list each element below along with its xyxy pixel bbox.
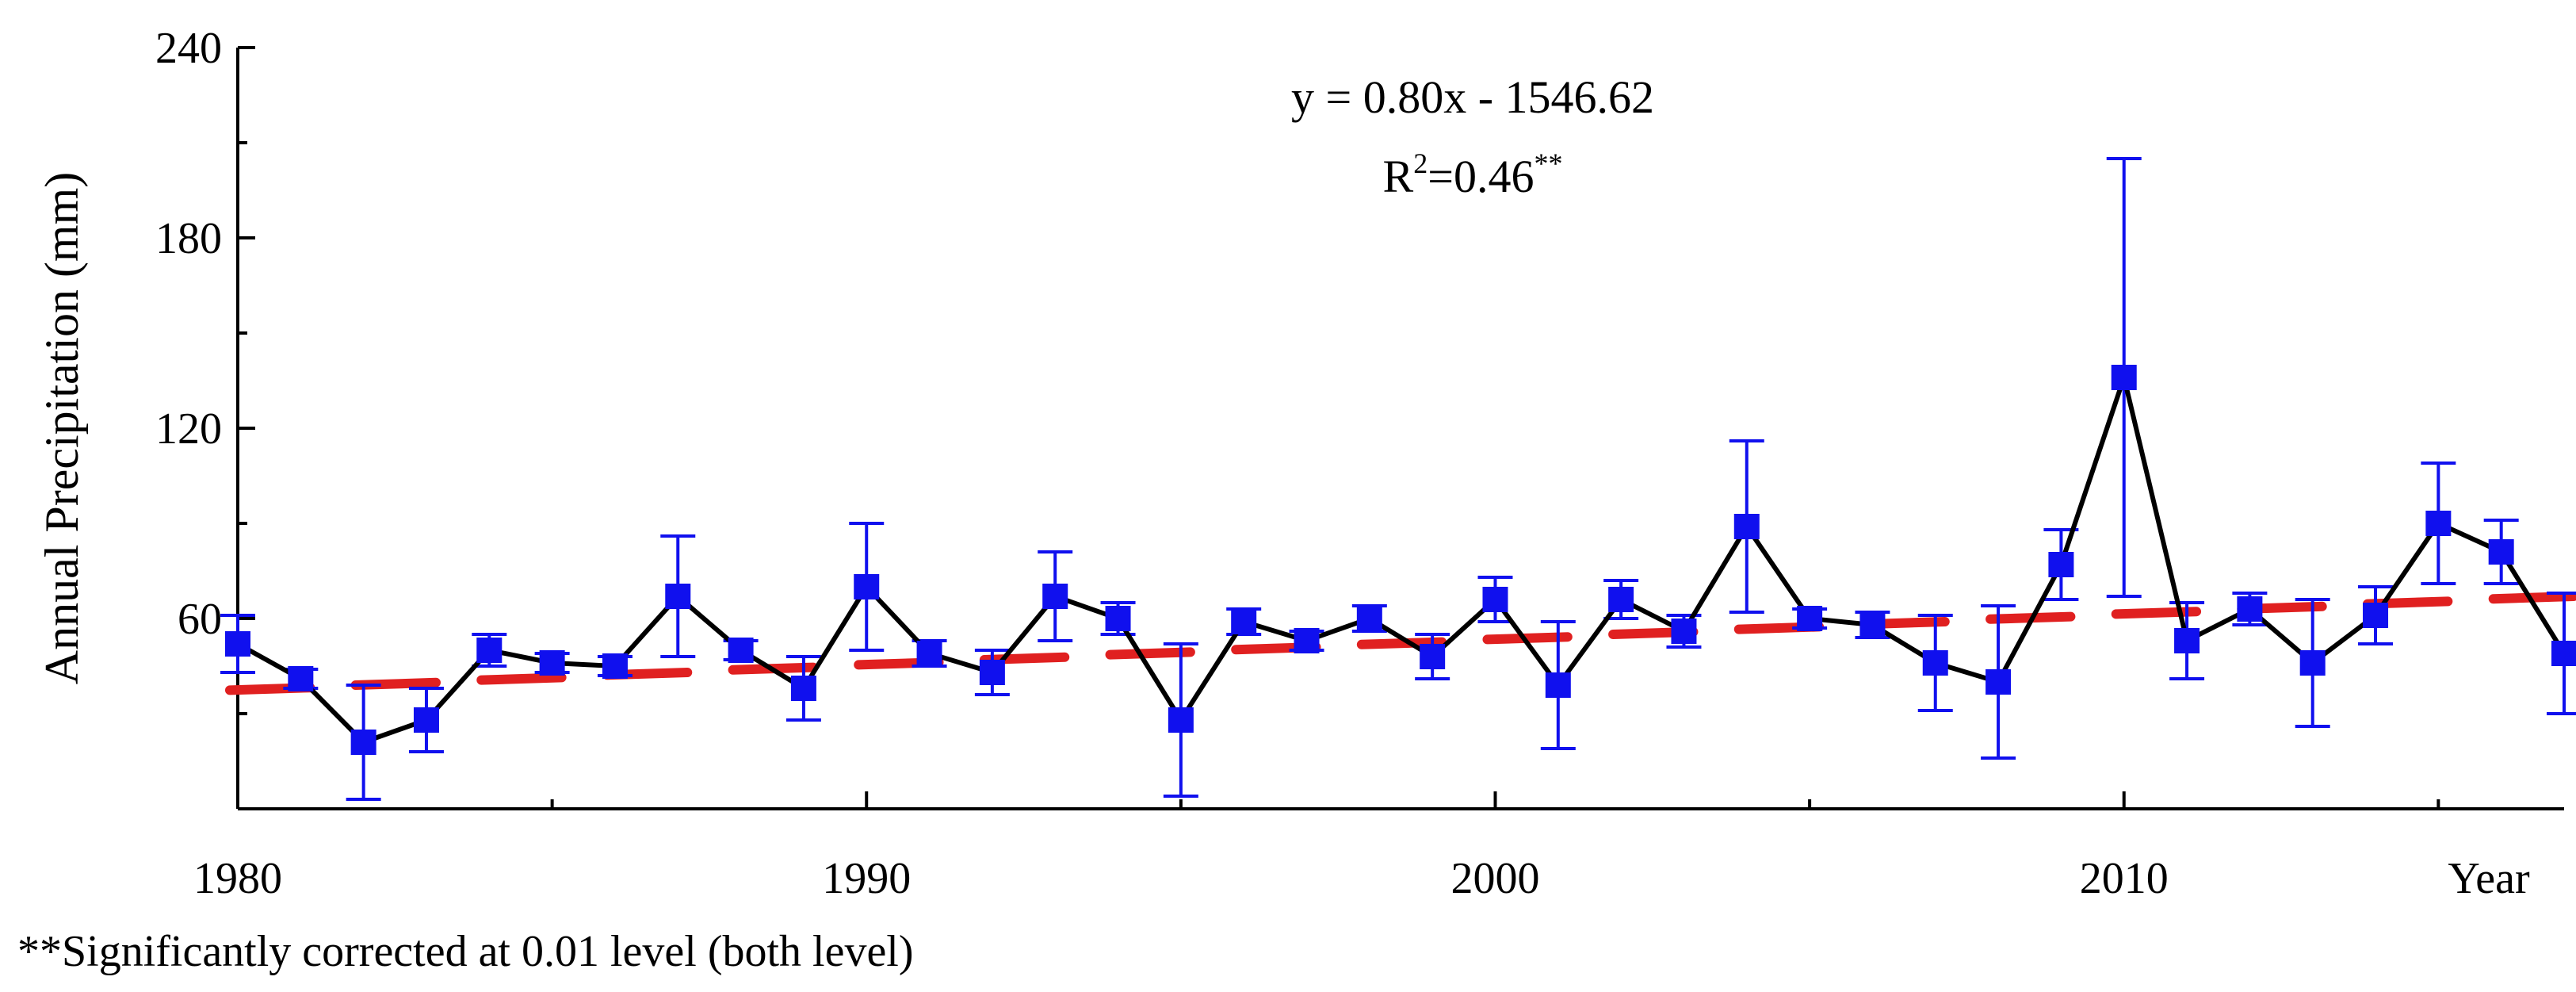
r2-prefix: R bbox=[1383, 151, 1414, 202]
x-tick-label: 1990 bbox=[822, 854, 911, 903]
trend-line-segment bbox=[2111, 607, 2202, 619]
x-tick-label: 2000 bbox=[1450, 854, 1539, 903]
data-point bbox=[1986, 669, 2012, 695]
r2-exponent: 2 bbox=[1413, 147, 1428, 179]
data-point bbox=[2363, 603, 2389, 628]
x-axis-label: Year bbox=[2448, 854, 2530, 903]
x-tick-label: 2010 bbox=[2080, 854, 2169, 903]
precipitation-series-line bbox=[236, 375, 2566, 745]
data-point bbox=[2111, 365, 2137, 390]
data-point bbox=[2488, 539, 2514, 565]
data-point bbox=[2425, 511, 2452, 536]
trend-line-layer bbox=[225, 592, 2576, 695]
marker-layer bbox=[225, 365, 2576, 755]
data-point bbox=[979, 660, 1005, 685]
x-tick-label: 1980 bbox=[193, 854, 282, 903]
data-point bbox=[602, 653, 628, 679]
data-point bbox=[854, 574, 880, 599]
y-tick-label: 120 bbox=[155, 404, 222, 454]
data-point bbox=[728, 638, 754, 663]
data-point bbox=[1042, 584, 1068, 609]
data-point bbox=[225, 631, 250, 657]
data-point bbox=[2299, 650, 2326, 676]
r-squared-annotation: R2=0.46** bbox=[1383, 147, 1563, 202]
data-point bbox=[1105, 606, 1131, 631]
error-bar-layer bbox=[220, 157, 2576, 801]
trend-line-segment bbox=[979, 652, 1070, 665]
data-point bbox=[916, 641, 942, 666]
data-point bbox=[413, 707, 439, 733]
regression-equation: y = 0.80x - 1546.62 bbox=[1291, 71, 1654, 123]
trend-line-segment bbox=[2488, 592, 2576, 604]
y-ticks: 60 120 180 240 bbox=[155, 24, 255, 810]
x-ticks: 1980 1990 2000 2010 bbox=[193, 791, 2440, 903]
data-point bbox=[288, 666, 314, 691]
trend-line-segment bbox=[1482, 632, 1573, 645]
y-tick-label: 60 bbox=[178, 595, 222, 644]
r2-value: =0.46 bbox=[1428, 151, 1534, 202]
data-point bbox=[1482, 587, 1508, 612]
data-point bbox=[350, 730, 376, 755]
data-point bbox=[2237, 596, 2263, 622]
data-point bbox=[1922, 650, 1948, 676]
data-point bbox=[2174, 628, 2200, 653]
r2-significance: ** bbox=[1534, 147, 1562, 179]
trend-line-segment bbox=[1356, 637, 1447, 649]
data-point bbox=[1231, 609, 1257, 634]
data-point bbox=[1733, 514, 1760, 539]
trend-line-segment bbox=[476, 672, 567, 685]
data-point bbox=[1797, 606, 1823, 631]
data-point bbox=[1608, 587, 1634, 612]
data-point bbox=[1859, 612, 1886, 638]
data-point bbox=[1671, 619, 1697, 644]
y-tick-label: 240 bbox=[155, 24, 222, 73]
data-point bbox=[1168, 707, 1194, 733]
data-point bbox=[539, 650, 565, 676]
y-axis-label: Annual Precipitation (mm) bbox=[36, 172, 88, 685]
data-point bbox=[790, 676, 816, 701]
data-point bbox=[1294, 628, 1320, 653]
significance-footnote: **Significantly corrected at 0.01 level … bbox=[17, 927, 914, 976]
data-point bbox=[2551, 641, 2576, 666]
data-point bbox=[1356, 606, 1382, 631]
data-point bbox=[1420, 644, 1446, 669]
data-point bbox=[665, 584, 691, 609]
y-tick-label: 180 bbox=[155, 214, 222, 263]
trend-line-segment bbox=[1105, 647, 1195, 660]
data-point bbox=[1545, 672, 1571, 698]
data-point bbox=[2048, 552, 2074, 577]
data-point bbox=[476, 638, 503, 663]
